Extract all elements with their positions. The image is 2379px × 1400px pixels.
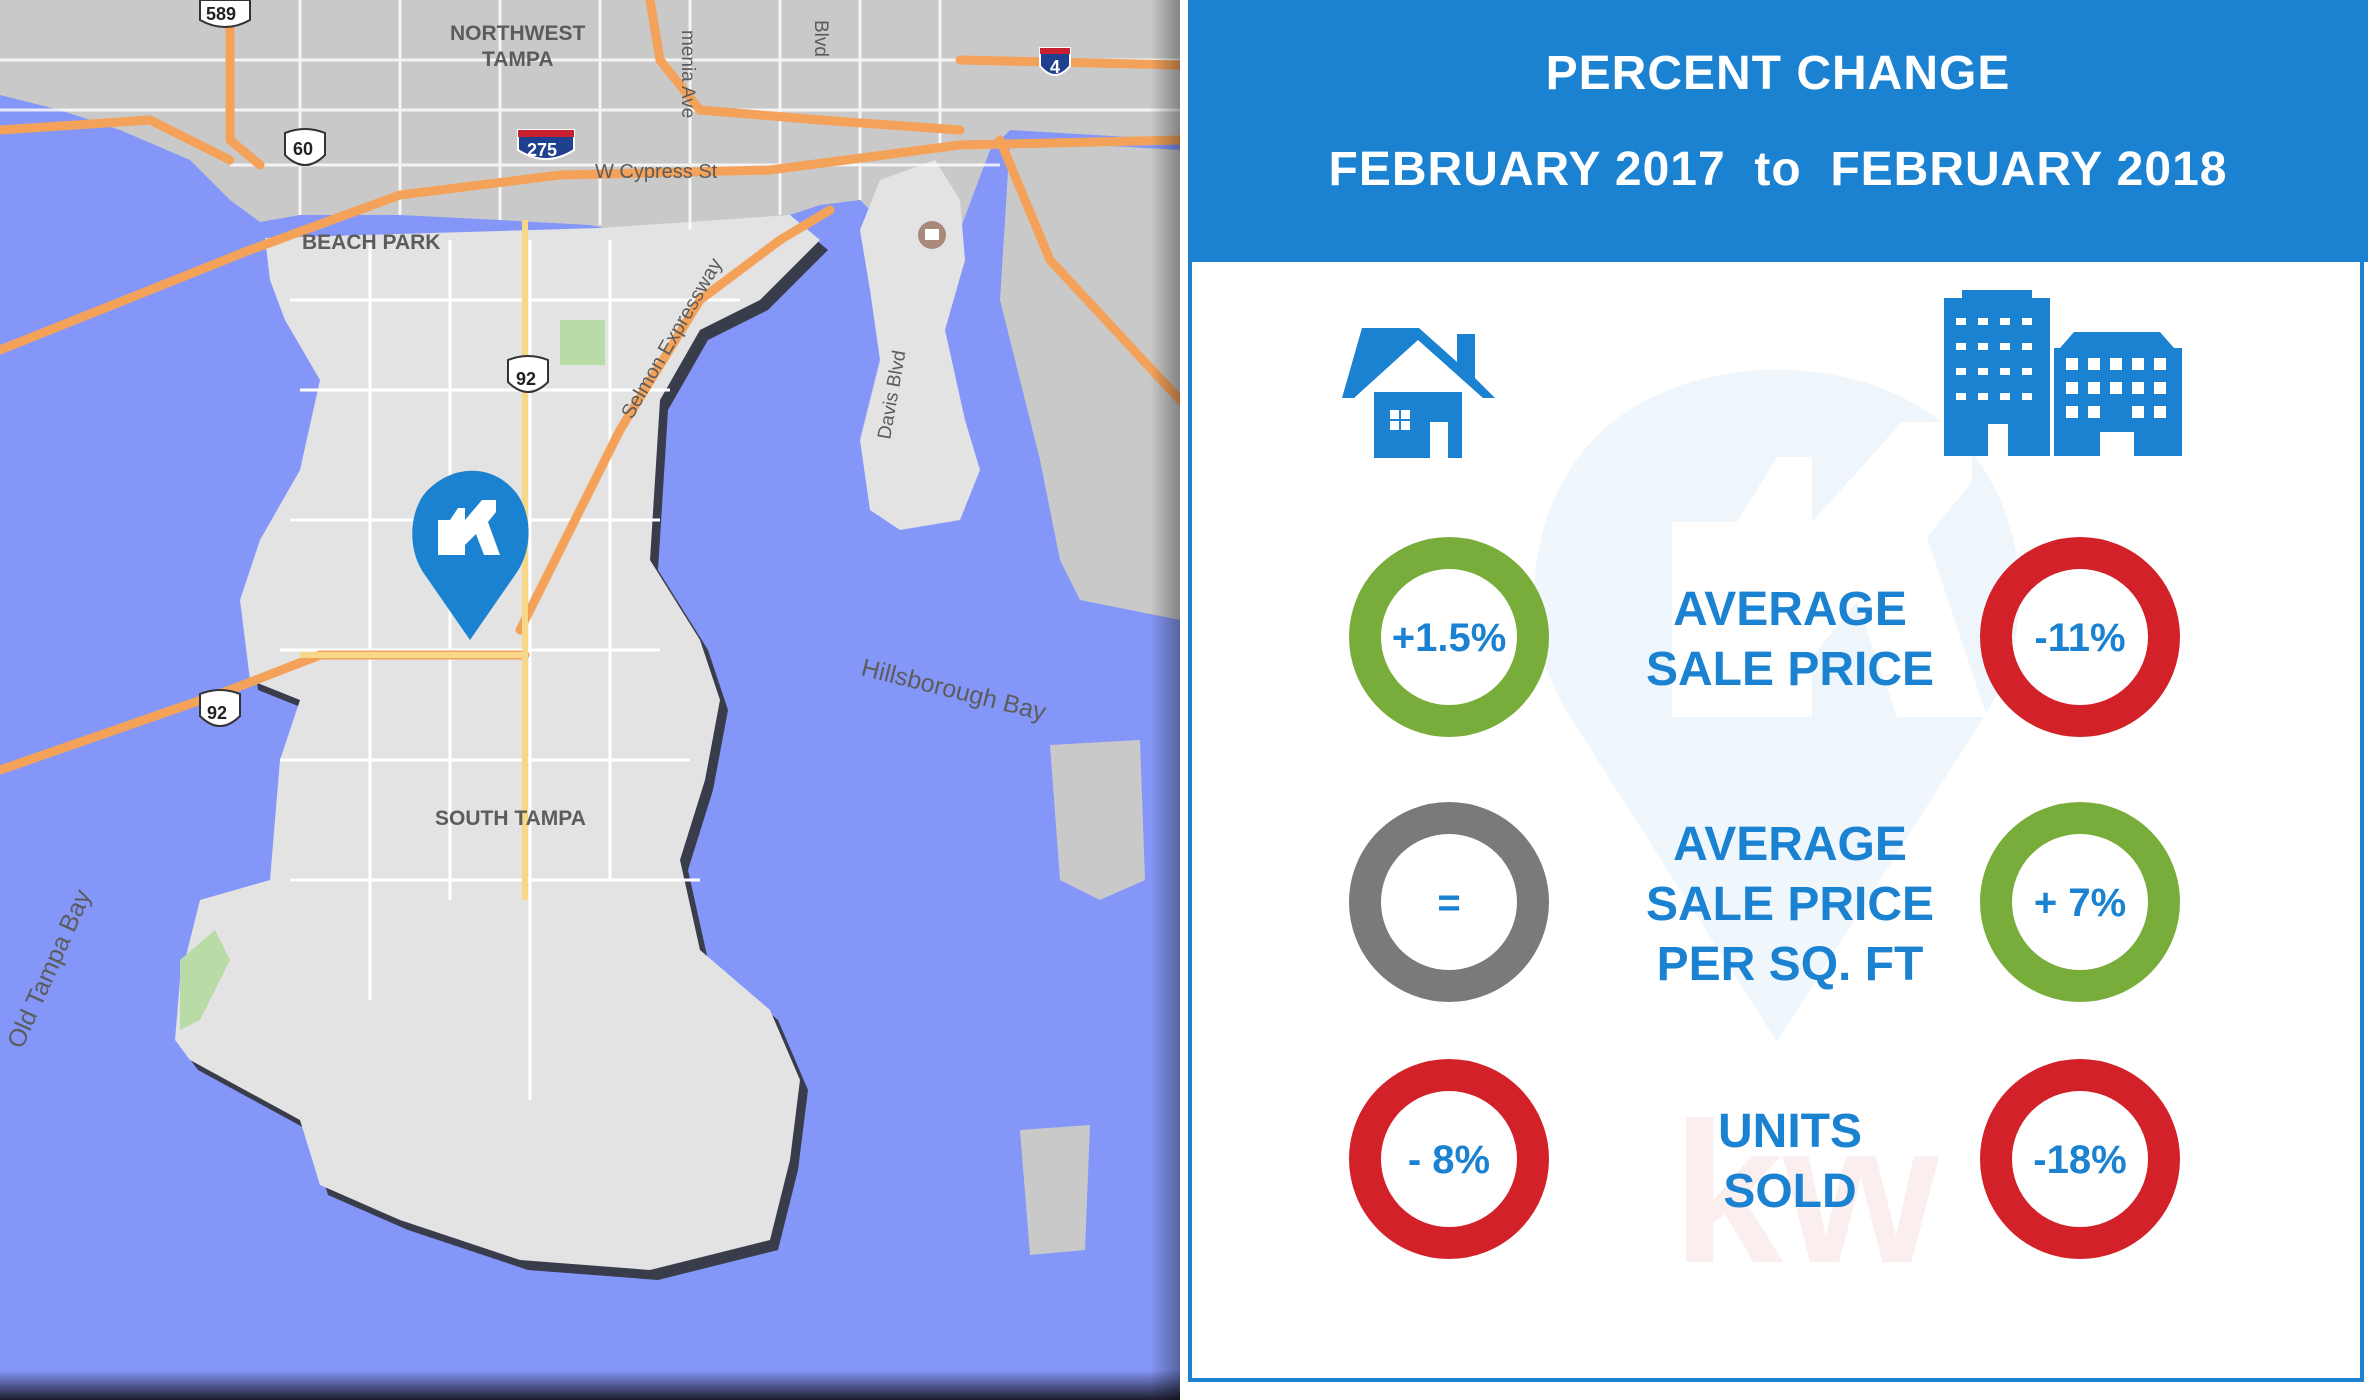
condo-change-ring (1980, 802, 2180, 1002)
land-north (0, 0, 1180, 250)
park-center (560, 320, 605, 365)
land-south-tampa (175, 215, 820, 1270)
label-old-tampa-bay: Old Tampa Bay (2, 885, 97, 1053)
poi-castle-icon[interactable] (918, 221, 946, 249)
kw-watermark-text: kw (1672, 1082, 1939, 1305)
shield-i4: 4 (1039, 47, 1071, 77)
house-icon (1342, 328, 1495, 458)
label-beach-park: BEACH PARK (302, 231, 440, 254)
shield-i275: 275 (517, 129, 575, 160)
panel-body: kw +1.5% -11% AVERAGE SALE (1188, 262, 2364, 1382)
condo-change-ring (1980, 537, 2180, 737)
condo-change-value: -11% (2034, 616, 2125, 660)
metric-row: - 8% -18% UNITS SOLD (1349, 1059, 2180, 1259)
land-davis-islands (860, 160, 980, 530)
map-right-shadow (1150, 0, 1180, 1400)
metric-label-line: UNITS (1718, 1105, 1862, 1158)
panel-header: PERCENT CHANGE FEBRUARY 2017 to FEBRUARY… (1188, 0, 2368, 262)
metric-label-line: SALE PRICE (1646, 643, 1934, 696)
main-arterials (300, 220, 528, 900)
condo-change-value: + 7% (2034, 881, 2126, 925)
metric-rows: +1.5% -11% AVERAGE SALE PRICE = + 7% AVERAGE SA… (1349, 537, 2180, 1259)
shield-us589: 589 (199, 0, 251, 28)
svg-text:4: 4 (1050, 57, 1060, 77)
label-w-cypress: W Cypress St (595, 161, 718, 183)
metric-label-line: PER SQ. FT (1657, 938, 1924, 991)
condo-change-value: -18% (2033, 1138, 2126, 1182)
road-grid-north (0, 0, 1180, 230)
panel-subtitle: FEBRUARY 2017 to FEBRUARY 2018 (1328, 143, 2228, 196)
map-canvas: NORTHWEST TAMPA menia Ave Blvd W Cypress… (0, 0, 1180, 1280)
house-change-value: = (1437, 881, 1460, 925)
svg-text:60: 60 (293, 139, 313, 159)
house-change-ring (1349, 1059, 1549, 1259)
metric-label-line: AVERAGE (1673, 583, 1907, 636)
svg-text:92: 92 (207, 703, 227, 723)
shield-us60: 60 (284, 128, 326, 166)
land-northwest (0, 0, 100, 70)
label-south-tampa: SOUTH TAMPA (435, 807, 586, 830)
house-change-ring (1349, 802, 1549, 1002)
house-change-ring (1349, 537, 1549, 737)
metric-row: = + 7% AVERAGE SALE PRICE PER SQ. FT (1349, 802, 2180, 1002)
label-tampa: TAMPA (482, 48, 554, 71)
map-bottom-shadow (0, 1370, 1180, 1400)
label-northwest: NORTHWEST (450, 22, 585, 45)
metric-label-line: SOLD (1723, 1165, 1856, 1218)
map-view[interactable]: NORTHWEST TAMPA menia Ave Blvd W Cypress… (0, 0, 1180, 1400)
shield-us92-upper: 92 (507, 355, 549, 393)
condo-change-ring (1980, 1059, 2180, 1259)
land-east (1000, 140, 1180, 620)
house-change-value: - 8% (1408, 1138, 1490, 1182)
metric-label-line: AVERAGE (1673, 818, 1907, 871)
svg-text:589: 589 (206, 4, 236, 24)
park-west (180, 930, 230, 1030)
house-change-value: +1.5% (1392, 616, 1507, 660)
island-south (1020, 1125, 1090, 1255)
shield-us92-lower: 92 (199, 689, 241, 727)
panel-title: PERCENT CHANGE (1545, 47, 2011, 100)
buildings-icon (1944, 290, 2182, 456)
metric-row: +1.5% -11% AVERAGE SALE PRICE (1349, 537, 2180, 737)
metric-label-line: SALE PRICE (1646, 878, 1934, 931)
label-blvd: Blvd (810, 20, 831, 57)
label-hillsborough-bay: Hillsborough Bay (859, 654, 1050, 727)
svg-text:92: 92 (516, 369, 536, 389)
island-east (1050, 740, 1145, 900)
kw-location-pin-icon[interactable] (410, 470, 538, 640)
kw-watermark (1534, 369, 2020, 1042)
label-menia-ave: menia Ave (677, 30, 698, 118)
stats-panel: PERCENT CHANGE FEBRUARY 2017 to FEBRUARY… (1188, 0, 2379, 1400)
svg-text:275: 275 (527, 140, 557, 160)
